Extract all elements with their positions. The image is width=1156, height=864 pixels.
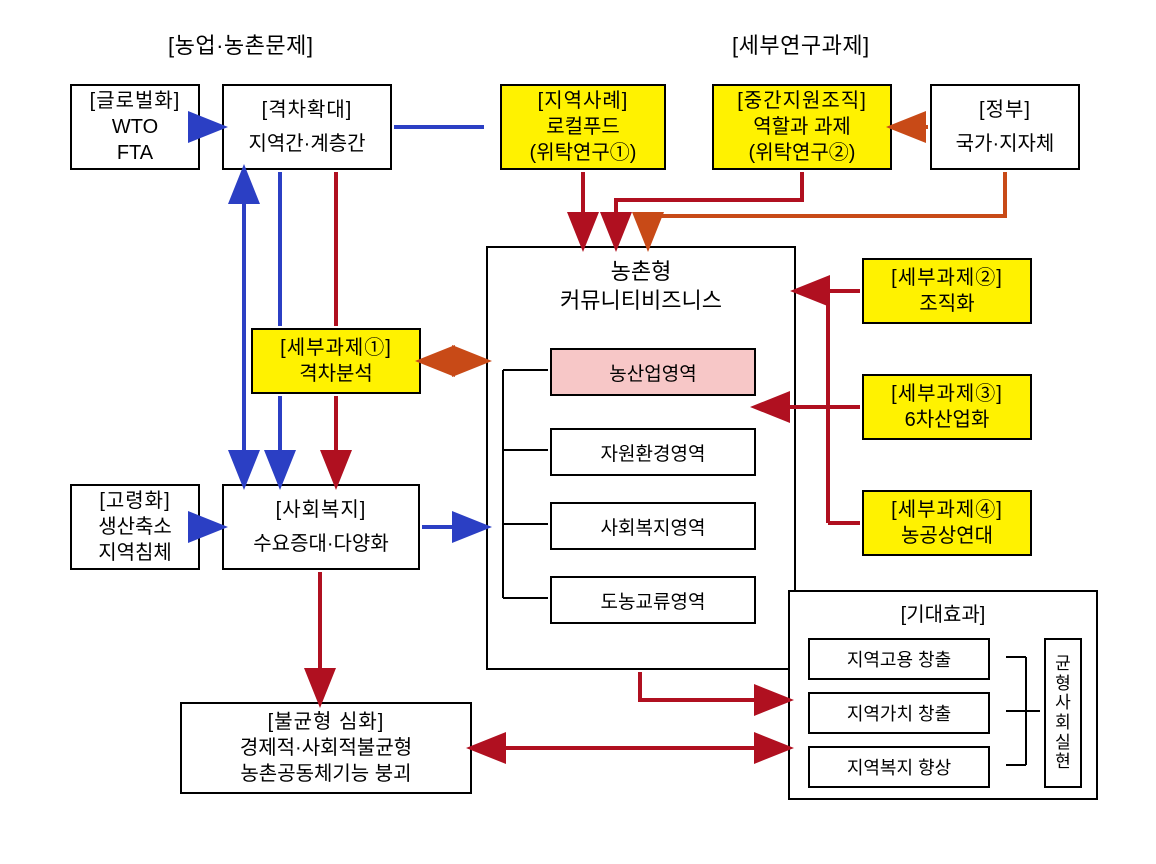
node-sub3-hdr: [세부과제③] <box>891 381 1003 407</box>
effect-welfare: 지역복지 향상 <box>808 746 990 788</box>
section-title-left: [농업·농촌문제] <box>168 28 314 60</box>
node-globalization-hdr: [글로벌화] <box>90 88 181 114</box>
node-globalization: [글로벌화] WTO FTA <box>70 84 200 170</box>
node-gov-hdr: [정부] <box>979 97 1031 123</box>
central-title-l2: 커뮤니티비즈니스 <box>560 288 722 313</box>
node-case-b2: (위탁연구①) <box>530 140 637 166</box>
node-welfare-hdr: [사회복지] <box>276 497 367 523</box>
node-gap-hdr: [격차확대] <box>262 97 353 123</box>
central-title-l1: 농촌형 <box>611 259 672 284</box>
node-mid-b2: (위탁연구②) <box>749 140 856 166</box>
node-sub4-b1: 농공상연대 <box>901 523 993 549</box>
node-gap-b1: 지역간·계층간 <box>248 131 365 157</box>
node-sub4-hdr: [세부과제④] <box>891 497 1003 523</box>
node-regional-case: [지역사례] 로컬푸드 (위탁연구①) <box>500 84 666 170</box>
node-mid-support: [중간지원조직] 역할과 과제 (위탁연구②) <box>712 84 892 170</box>
effect-employment: 지역고용 창출 <box>808 638 990 680</box>
node-welfare-b1: 수요증대·다양화 <box>253 531 388 557</box>
node-government: [정부] 국가·지자체 <box>930 84 1080 170</box>
effect-value: 지역가치 창출 <box>808 692 990 734</box>
node-mid-hdr: [중간지원조직] <box>737 88 867 114</box>
node-expected-effects: [기대효과] 지역고용 창출 지역가치 창출 지역복지 향상 균형사회실현 <box>788 590 1098 800</box>
node-aging: [고령화] 생산축소 지역침체 <box>70 484 200 570</box>
node-globalization-b2: FTA <box>117 140 153 166</box>
central-sub-agri: 농산업영역 <box>550 348 756 396</box>
node-sub2-b1: 조직화 <box>919 291 974 317</box>
node-imbal-b2: 농촌공동체기능 붕괴 <box>240 761 411 787</box>
node-imbal-hdr: [불균형 심화] <box>268 709 385 735</box>
node-case-b1: 로컬푸드 <box>546 114 620 140</box>
node-sub1-b1: 격차분석 <box>299 361 373 387</box>
node-globalization-b1: WTO <box>112 114 158 140</box>
node-subtask4: [세부과제④] 농공상연대 <box>862 490 1032 556</box>
node-aging-b2: 지역침체 <box>98 540 172 566</box>
node-sub1-hdr: [세부과제①] <box>280 335 392 361</box>
node-subtask3: [세부과제③] 6차산업화 <box>862 374 1032 440</box>
effect-balanced-society: 균형사회실현 <box>1044 638 1082 788</box>
central-sub-env: 자원환경영역 <box>550 428 756 476</box>
central-sub-exchange: 도농교류영역 <box>550 576 756 624</box>
effects-title: [기대효과] <box>790 592 1096 627</box>
node-sub3-b1: 6차산업화 <box>905 407 990 433</box>
central-sub-welfare: 사회복지영역 <box>550 502 756 550</box>
node-mid-b1: 역할과 과제 <box>753 114 851 140</box>
node-subtask2: [세부과제②] 조직화 <box>862 258 1032 324</box>
node-sub2-hdr: [세부과제②] <box>891 265 1003 291</box>
node-imbalance: [불균형 심화] 경제적·사회적불균형 농촌공동체기능 붕괴 <box>180 702 472 794</box>
node-gap: [격차확대] 지역간·계층간 <box>222 84 392 170</box>
node-aging-b1: 생산축소 <box>98 514 172 540</box>
node-central-business: 농촌형 커뮤니티비즈니스 농산업영역 자원환경영역 사회복지영역 도농교류영역 <box>486 246 796 670</box>
node-case-hdr: [지역사례] <box>538 88 629 114</box>
node-subtask1: [세부과제①] 격차분석 <box>251 328 421 394</box>
flowchart-diagram: [농업·농촌문제] [세부연구과제] [글로벌화] WTO FTA [격차확대]… <box>0 0 1156 864</box>
node-welfare: [사회복지] 수요증대·다양화 <box>222 484 420 570</box>
node-aging-hdr: [고령화] <box>99 488 170 514</box>
central-title: 농촌형 커뮤니티비즈니스 <box>488 248 794 315</box>
node-imbal-b1: 경제적·사회적불균형 <box>240 735 412 761</box>
node-gov-b1: 국가·지자체 <box>956 131 1055 157</box>
section-title-right: [세부연구과제] <box>732 28 870 60</box>
